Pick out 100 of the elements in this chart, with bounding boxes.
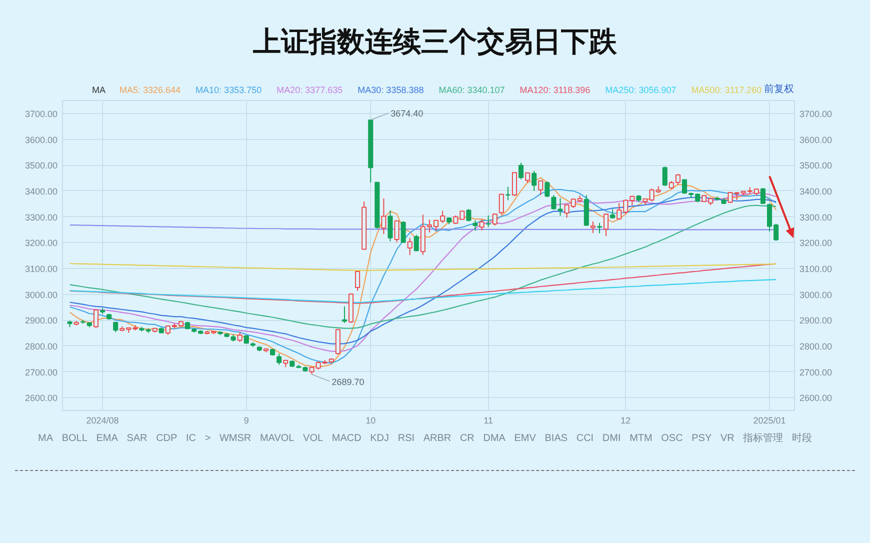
annotation: 3674.40 [390, 108, 424, 119]
y2-tick-label: 3600.00 [800, 134, 832, 145]
candlestick [276, 353, 282, 366]
text: MA5: 3326.644 [120, 84, 181, 97]
candlestick [466, 208, 472, 222]
y-tick-label: 3000.00 [24, 290, 58, 300]
text: DMI [602, 432, 621, 446]
candlestick [93, 308, 99, 328]
x-tick-label: 2025/01 [753, 416, 786, 426]
x-tick-label: 9 [244, 416, 249, 426]
candlestick [388, 210, 393, 242]
y-tick-label: 3100.00 [24, 264, 58, 274]
candlestick [551, 194, 556, 210]
candlestick [604, 214, 609, 237]
y-tick-label: 3400.00 [24, 186, 58, 196]
text: MACD [332, 432, 362, 446]
candlestick [381, 198, 386, 235]
y2-tick-label: 3500.00 [800, 160, 832, 171]
candlestick [596, 222, 602, 234]
candlestick [414, 234, 419, 252]
y2-tick-label: 3100.00 [800, 264, 832, 274]
candlestick [472, 220, 478, 232]
text: MA [38, 432, 53, 446]
text: MA30: 3358.388 [358, 84, 424, 97]
candlestick [525, 172, 530, 184]
annotation: 2689.70 [332, 376, 364, 387]
candlestick [400, 220, 406, 244]
text: VR [720, 432, 734, 446]
candlestick [512, 172, 518, 197]
y-tick-label: 3300.00 [24, 212, 58, 222]
candlestick [505, 186, 510, 201]
text: MTM [630, 432, 652, 446]
candlestick [342, 306, 347, 324]
text: CR [460, 432, 474, 446]
text: IC [186, 432, 196, 446]
text: EMA [96, 432, 118, 446]
candlestick [558, 198, 563, 216]
text: MA10: 3353.750 [196, 84, 262, 97]
y2-tick-label: 2900.00 [800, 316, 832, 326]
text: 时段 [792, 432, 812, 446]
y-tick-label: 2800.00 [24, 341, 58, 352]
candlestick [682, 179, 688, 194]
text: MA20: 3377.635 [276, 84, 343, 97]
y-tick-label: 2900.00 [24, 316, 58, 326]
y-tick-label: 3500.00 [24, 160, 58, 171]
x-tick-label: 10 [366, 416, 376, 426]
candlestick [662, 166, 668, 187]
y2-tick-label: 3200.00 [800, 238, 832, 248]
candlestick [394, 220, 400, 243]
y-tick-label: 2700.00 [24, 367, 58, 378]
y-tick-label: 2600.00 [24, 393, 58, 404]
text: 指标管理 [743, 432, 784, 446]
text: ARBR [423, 432, 452, 446]
candlestick [498, 194, 504, 216]
y-tick-label: 3600.00 [24, 134, 58, 145]
text: OSC [661, 432, 683, 446]
text: > [204, 432, 211, 446]
candlestick [479, 218, 484, 231]
text: KDJ [370, 432, 390, 446]
candlestick [760, 188, 766, 204]
line-series [69, 278, 777, 304]
candlestick [518, 162, 524, 180]
text: BOLL [62, 432, 88, 446]
line-series [69, 263, 777, 304]
text: MAVOL [260, 432, 294, 446]
y2-tick-label: 2800.00 [800, 341, 832, 352]
text: EMV [514, 432, 536, 446]
line-series [69, 204, 777, 329]
x-tick-label: 11 [484, 416, 494, 426]
y2-tick-label: 3300.00 [800, 212, 832, 222]
x-tick-label: 2024/08 [86, 416, 119, 426]
y2-tick-label: 3400.00 [800, 186, 832, 196]
text: RSI [398, 432, 415, 446]
y2-tick-label: 2600.00 [800, 393, 832, 404]
text: MA60: 3340.107 [438, 84, 505, 97]
candlestick [538, 180, 544, 196]
y2-tick-label: 2700.00 [800, 367, 832, 378]
x-tick-label: 12 [620, 416, 631, 426]
candlestick [544, 180, 550, 198]
legend-title: MA [92, 84, 106, 97]
y2-tick-label: 3700.00 [800, 108, 832, 119]
candlestick [237, 331, 242, 343]
y-tick-label: 3700.00 [24, 108, 58, 119]
y-tick-label: 3200.00 [24, 238, 58, 248]
text: PSY [692, 432, 712, 446]
candlestick [407, 237, 412, 256]
candlestick [486, 214, 491, 228]
text: CDP [156, 432, 178, 446]
text: WMSR [219, 432, 252, 446]
text: MA120: 3118.396 [520, 84, 590, 97]
candlestick [492, 213, 498, 226]
text: MA500: 3117.260 [691, 84, 762, 97]
candlestick [590, 220, 596, 234]
y2-tick-label: 3000.00 [800, 290, 832, 300]
text: VOL [303, 432, 324, 446]
text: CCI [576, 432, 594, 446]
text: MA250: 3056.907 [605, 84, 676, 97]
text: DMA [483, 432, 506, 446]
candlestick [532, 170, 537, 192]
chart-title: 上证指数连续三个交易日下跌 [0, 0, 870, 82]
